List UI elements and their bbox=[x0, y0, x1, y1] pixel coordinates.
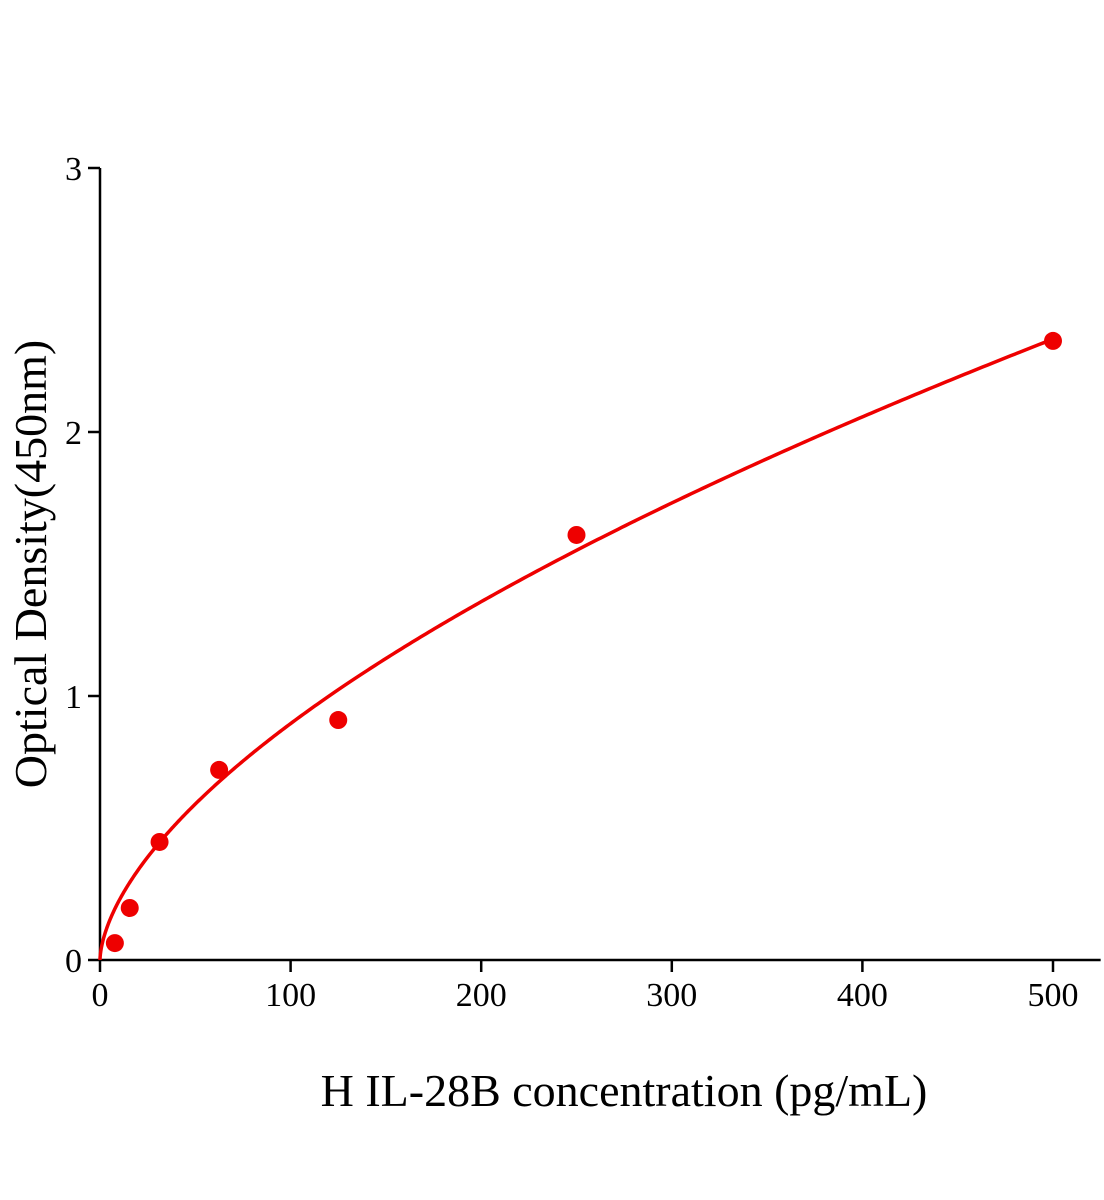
data-point bbox=[105, 934, 124, 953]
x-tick-label: 0 bbox=[92, 977, 109, 1014]
x-tick-label: 200 bbox=[456, 977, 507, 1014]
axes: 0 100 200 300 400 500 0 1 2 3 bbox=[65, 151, 1101, 1014]
x-tick-label: 500 bbox=[1028, 977, 1079, 1014]
y-tick-label: 3 bbox=[65, 151, 82, 188]
data-point bbox=[120, 898, 139, 917]
data-point bbox=[210, 760, 229, 779]
data-point bbox=[1044, 331, 1062, 350]
data-point bbox=[329, 711, 348, 730]
data-point bbox=[150, 832, 169, 851]
data-points bbox=[105, 331, 1062, 953]
y-tick-label: 2 bbox=[65, 415, 82, 452]
x-axis-label: H IL-28B concentration (pg/mL) bbox=[321, 1065, 928, 1116]
x-tick-label: 300 bbox=[646, 977, 697, 1014]
y-axis-label: Optical Density(450nm) bbox=[5, 340, 56, 788]
fit-curve bbox=[98, 337, 1054, 961]
x-tick-label: 400 bbox=[837, 977, 888, 1014]
y-tick-label: 1 bbox=[65, 679, 82, 716]
y-tick-label: 0 bbox=[65, 943, 82, 980]
x-tick-label: 100 bbox=[265, 977, 316, 1014]
data-point bbox=[567, 525, 586, 544]
